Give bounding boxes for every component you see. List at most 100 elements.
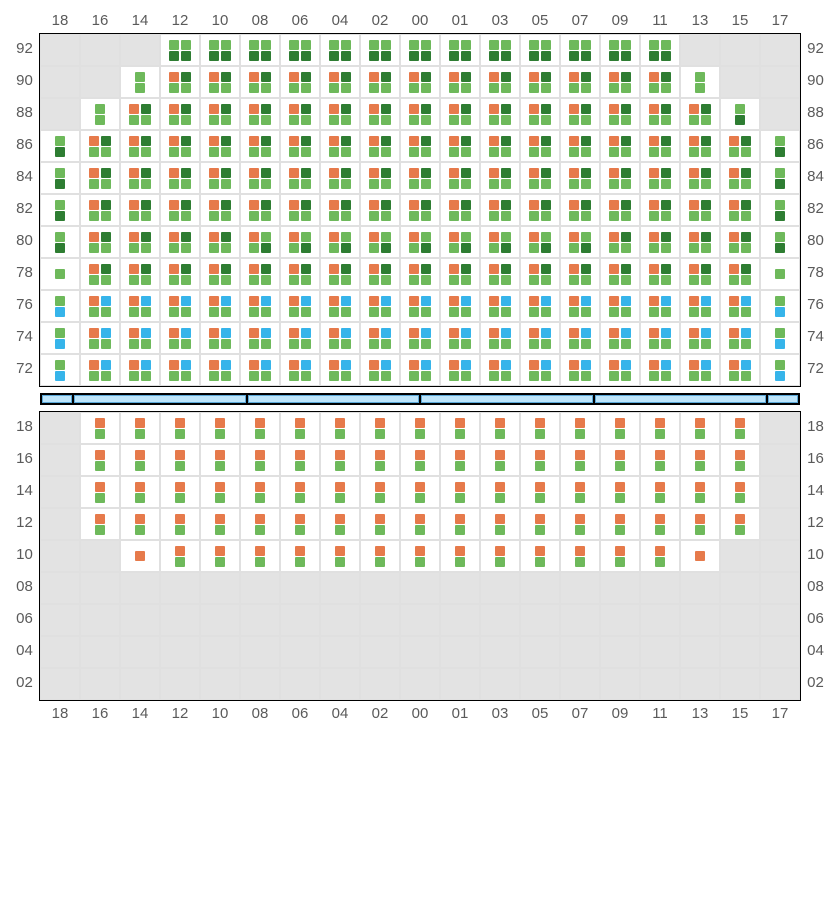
seat[interactable] [301, 83, 311, 93]
seat-cell[interactable] [400, 354, 440, 386]
seat[interactable] [141, 371, 151, 381]
seat[interactable] [295, 461, 305, 471]
seat-cell[interactable] [640, 322, 680, 354]
seat-cell[interactable] [640, 34, 680, 66]
seat-cell[interactable] [520, 354, 560, 386]
seat[interactable] [261, 72, 271, 82]
seat-cell[interactable] [40, 668, 80, 700]
seat-cell[interactable] [160, 668, 200, 700]
seat-cell[interactable] [720, 604, 760, 636]
seat[interactable] [301, 72, 311, 82]
seat[interactable] [495, 514, 505, 524]
seat[interactable] [261, 243, 271, 253]
seat-cell[interactable] [200, 508, 240, 540]
seat-cell[interactable] [720, 162, 760, 194]
seat[interactable] [369, 339, 379, 349]
seat[interactable] [101, 211, 111, 221]
seat-cell[interactable] [600, 636, 640, 668]
seat[interactable] [369, 243, 379, 253]
seat-cell[interactable] [640, 540, 680, 572]
seat-cell[interactable] [440, 66, 480, 98]
seat[interactable] [249, 371, 259, 381]
seat[interactable] [501, 339, 511, 349]
seat-cell[interactable] [320, 412, 360, 444]
seat[interactable] [461, 296, 471, 306]
seat-cell[interactable] [120, 322, 160, 354]
seat[interactable] [209, 275, 219, 285]
seat-cell[interactable] [760, 322, 800, 354]
seat[interactable] [221, 307, 231, 317]
seat[interactable] [695, 493, 705, 503]
seat-cell[interactable] [720, 636, 760, 668]
seat[interactable] [101, 275, 111, 285]
seat[interactable] [775, 200, 785, 210]
seat[interactable] [495, 418, 505, 428]
seat[interactable] [289, 211, 299, 221]
seat-cell[interactable] [320, 444, 360, 476]
seat-cell[interactable] [360, 98, 400, 130]
seat[interactable] [409, 72, 419, 82]
seat-cell[interactable] [200, 162, 240, 194]
seat-cell[interactable] [440, 412, 480, 444]
seat[interactable] [741, 243, 751, 253]
seat[interactable] [169, 83, 179, 93]
seat[interactable] [489, 40, 499, 50]
seat-cell[interactable] [120, 162, 160, 194]
seat[interactable] [221, 115, 231, 125]
seat[interactable] [569, 328, 579, 338]
seat[interactable] [661, 360, 671, 370]
seat[interactable] [661, 232, 671, 242]
seat-cell[interactable] [480, 194, 520, 226]
seat[interactable] [169, 72, 179, 82]
seat[interactable] [381, 40, 391, 50]
seat-cell[interactable] [80, 98, 120, 130]
seat[interactable] [95, 493, 105, 503]
seat-cell[interactable] [240, 444, 280, 476]
seat-cell[interactable] [400, 290, 440, 322]
seat[interactable] [249, 83, 259, 93]
seat-cell[interactable] [280, 354, 320, 386]
seat[interactable] [501, 211, 511, 221]
seat[interactable] [221, 264, 231, 274]
seat[interactable] [329, 264, 339, 274]
seat[interactable] [249, 168, 259, 178]
seat[interactable] [655, 514, 665, 524]
seat-cell[interactable] [120, 66, 160, 98]
seat[interactable] [249, 211, 259, 221]
seat-cell[interactable] [640, 226, 680, 258]
seat[interactable] [535, 482, 545, 492]
seat-cell[interactable] [320, 34, 360, 66]
seat[interactable] [255, 514, 265, 524]
seat[interactable] [369, 179, 379, 189]
seat[interactable] [609, 264, 619, 274]
seat[interactable] [541, 179, 551, 189]
seat[interactable] [541, 211, 551, 221]
seat-cell[interactable] [400, 636, 440, 668]
seat[interactable] [209, 104, 219, 114]
seat-cell[interactable] [320, 162, 360, 194]
seat[interactable] [55, 179, 65, 189]
seat[interactable] [649, 264, 659, 274]
seat-cell[interactable] [360, 604, 400, 636]
seat-cell[interactable] [680, 508, 720, 540]
seat-cell[interactable] [520, 130, 560, 162]
seat-cell[interactable] [760, 476, 800, 508]
seat[interactable] [381, 51, 391, 61]
seat[interactable] [501, 168, 511, 178]
seat[interactable] [655, 557, 665, 567]
seat[interactable] [135, 429, 145, 439]
seat[interactable] [141, 147, 151, 157]
seat[interactable] [501, 264, 511, 274]
seat[interactable] [449, 72, 459, 82]
seat-cell[interactable] [600, 354, 640, 386]
seat-cell[interactable] [280, 668, 320, 700]
seat[interactable] [415, 429, 425, 439]
seat[interactable] [341, 307, 351, 317]
seat-cell[interactable] [480, 508, 520, 540]
seat[interactable] [569, 200, 579, 210]
seat-cell[interactable] [600, 98, 640, 130]
seat-cell[interactable] [240, 572, 280, 604]
seat[interactable] [461, 147, 471, 157]
seat-cell[interactable] [600, 162, 640, 194]
seat-cell[interactable] [400, 476, 440, 508]
